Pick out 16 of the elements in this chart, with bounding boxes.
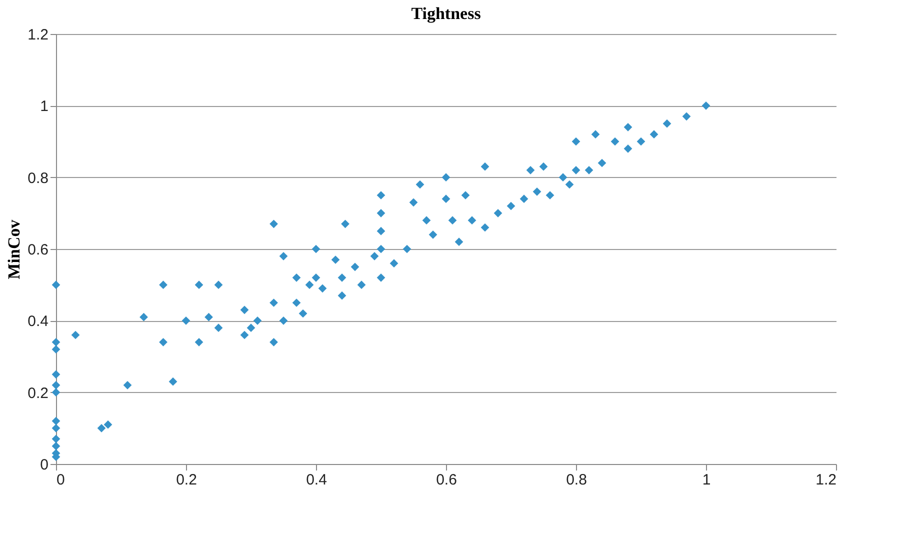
x-tick-label: 1 (702, 472, 711, 488)
x-tick-label: 0.6 (436, 472, 457, 488)
y-tick-label: 0.2 (28, 384, 48, 402)
x-tick-label: 0 (56, 472, 65, 488)
y-tick-label: 0.6 (28, 242, 48, 258)
x-tick-label: 1.2 (816, 472, 836, 488)
x-tick-label: 0.2 (176, 472, 197, 488)
y-axis-title: MinCov (4, 219, 24, 280)
y-tick-label: 1.2 (28, 26, 48, 44)
chart-title: Tightness (411, 4, 482, 23)
y-tick-label: 0.4 (28, 313, 48, 330)
y-tick-label: 0 (40, 456, 48, 474)
x-tick-label: 0.4 (306, 472, 327, 488)
x-tick-label: 0.8 (566, 472, 587, 488)
y-tick-label: 0.8 (28, 170, 48, 187)
y-tick-label: 1 (40, 98, 48, 116)
